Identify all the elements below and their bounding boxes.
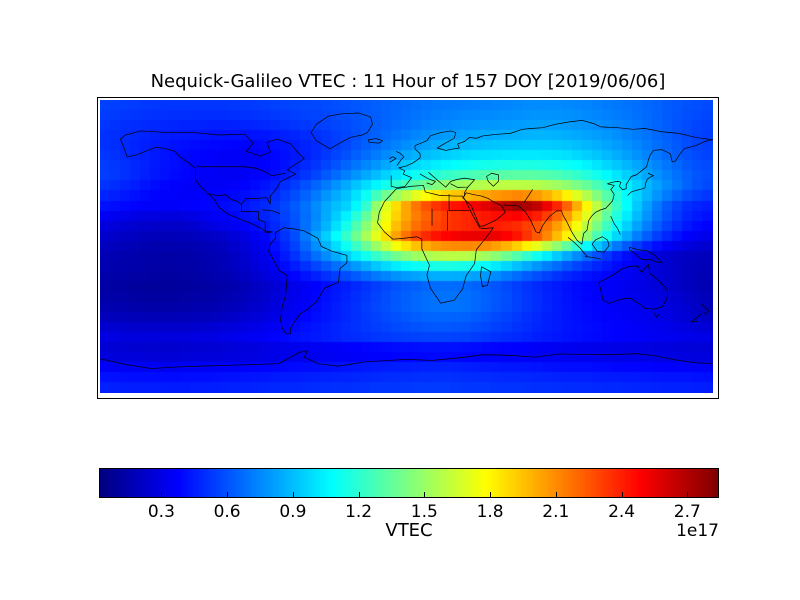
colorbar-tick	[621, 492, 623, 497]
colorbar-axis-label: VTEC	[385, 520, 433, 541]
colorbar-tick-labels: 0.3 0.6 0.9 1.2 1.5 1.8 2.1 2.4 2.7	[99, 502, 719, 522]
colorbar-tick-label: 1.8	[476, 502, 504, 522]
coastline-path	[481, 267, 491, 287]
map-axes	[97, 97, 719, 399]
colorbar-tick-label: 1.2	[345, 502, 373, 522]
colorbar-tick-label: 2.4	[608, 502, 636, 522]
colorbar-tick	[490, 492, 492, 497]
colorbar-tick	[161, 492, 163, 497]
coastline-path	[100, 351, 713, 369]
colorbar-tick-label: 0.3	[147, 502, 175, 522]
coastlines-overlay	[100, 100, 713, 393]
coastline-path	[592, 237, 609, 252]
map-area	[100, 100, 713, 393]
coastline-path	[504, 140, 713, 245]
coastline-path	[429, 172, 475, 187]
coastline-path	[524, 190, 533, 203]
colorbar-tick	[555, 492, 557, 497]
coastline-path	[611, 216, 620, 234]
coastline-path	[701, 303, 709, 314]
coastline-path	[269, 228, 347, 334]
coastline-path	[568, 238, 587, 257]
coastline-path	[449, 194, 469, 210]
coastline-path	[599, 264, 668, 309]
coastline-path	[630, 247, 662, 262]
vtec-heatmap	[100, 100, 713, 393]
coastline-path	[368, 139, 382, 144]
coastline-path	[654, 313, 659, 317]
colorbar-tick	[687, 492, 689, 497]
coastline-path	[396, 152, 404, 166]
coastline-path	[263, 210, 280, 214]
colorbar-tick	[292, 492, 294, 497]
coastline-path	[487, 173, 499, 186]
coastline-path	[197, 167, 286, 176]
colorbar-tick	[358, 492, 360, 497]
colorbar-tick-label: 0.9	[279, 502, 307, 522]
colorbar-tick	[227, 492, 229, 497]
colorbar-offset-label: 1e17	[676, 521, 719, 541]
colorbar-tick-label: 1.5	[410, 502, 438, 522]
colorbar-tick-label: 2.7	[673, 502, 701, 522]
coastline-path	[207, 194, 241, 205]
colorbar-tick	[424, 492, 426, 497]
colorbar-gradient	[100, 469, 718, 497]
coastline-path	[420, 174, 435, 185]
coastline-path	[120, 131, 304, 233]
coastline-path	[691, 313, 702, 322]
colorbar-tick-label: 2.1	[542, 502, 570, 522]
colorbar	[99, 468, 719, 498]
coastline-path	[463, 193, 506, 226]
colorbar-tick-label: 0.6	[213, 502, 241, 522]
coastline-path	[391, 120, 713, 187]
plot-title: Nequick-Galileo VTEC : 11 Hour of 157 DO…	[150, 71, 666, 92]
coastline-path	[311, 113, 372, 149]
coastline-path	[628, 173, 654, 195]
coastline-path	[389, 157, 395, 163]
coastline-path	[378, 185, 494, 303]
coastline-path	[464, 187, 467, 196]
coastline-path	[585, 257, 600, 260]
